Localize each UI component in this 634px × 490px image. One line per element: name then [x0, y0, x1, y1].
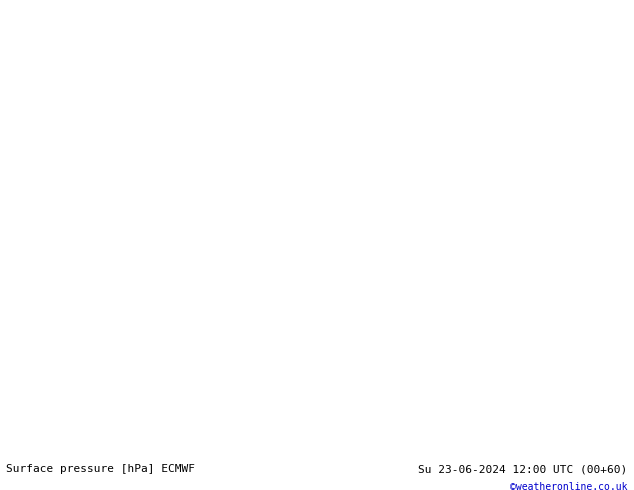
Text: ©weatheronline.co.uk: ©weatheronline.co.uk: [510, 482, 628, 490]
Text: Surface pressure [hPa] ECMWF: Surface pressure [hPa] ECMWF: [6, 465, 195, 474]
Text: Su 23-06-2024 12:00 UTC (00+60): Su 23-06-2024 12:00 UTC (00+60): [418, 465, 628, 474]
